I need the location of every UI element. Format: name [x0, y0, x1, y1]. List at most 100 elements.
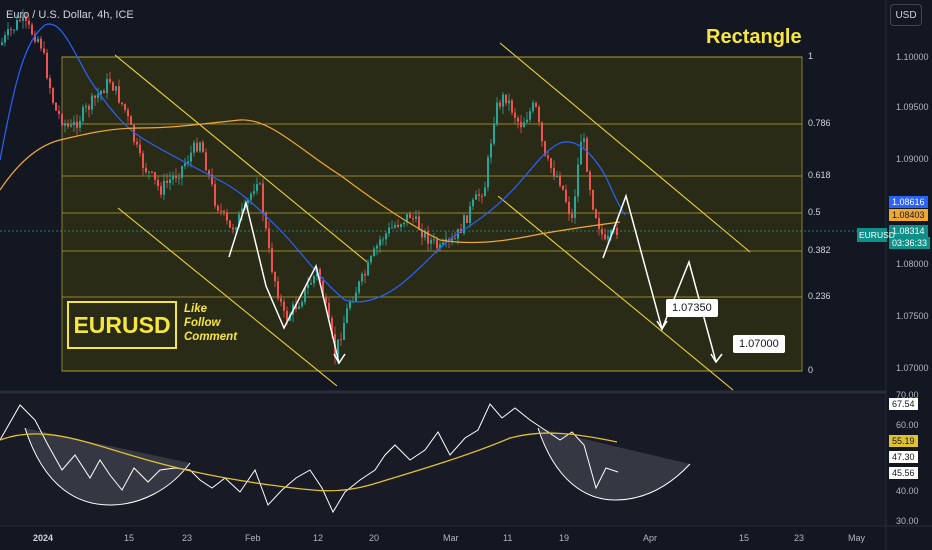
price-tick: 1.07500 — [896, 311, 929, 321]
candle-body — [439, 244, 441, 249]
candle-body — [406, 213, 408, 223]
time-tick: 15 — [739, 533, 750, 543]
candle-body — [472, 199, 474, 207]
candle-body — [346, 308, 348, 323]
candle-body — [49, 78, 51, 89]
candle-body — [385, 233, 387, 240]
candle-body — [280, 298, 282, 302]
rsi-arc-right — [538, 428, 690, 500]
candle-body — [430, 239, 432, 244]
candle-body — [19, 20, 21, 22]
candle-body — [169, 179, 171, 183]
candle-body — [139, 144, 141, 154]
candle-body — [25, 16, 27, 21]
candle-body — [226, 212, 228, 221]
candle-body — [136, 141, 138, 145]
candle-body — [274, 272, 276, 282]
price-tick: 1.10000 — [896, 52, 929, 62]
candle-body — [595, 209, 597, 219]
candle-body — [499, 102, 501, 107]
rsi-grey-tag: 47.30 — [889, 451, 918, 463]
candle-body — [481, 195, 483, 197]
candle-body — [493, 124, 495, 144]
candle-body — [22, 16, 24, 21]
candle-body — [328, 303, 330, 319]
candle-body — [307, 284, 309, 289]
candle-body — [367, 262, 369, 276]
candle-body — [586, 138, 588, 172]
candle-body — [64, 123, 66, 126]
candle-body — [310, 283, 312, 285]
currency-button[interactable]: USD — [890, 4, 922, 26]
candlesticks — [1, 9, 618, 365]
candle-body — [160, 186, 162, 195]
fib-label-0618: 0.618 — [808, 170, 831, 180]
candle-body — [85, 106, 87, 108]
candle-body — [442, 242, 444, 245]
candle-body — [283, 301, 285, 311]
candle-body — [193, 142, 195, 153]
like-label: Like — [184, 303, 208, 315]
rsi-white-tag: 67.54 — [889, 398, 918, 410]
candle-body — [541, 122, 543, 142]
candle-body — [214, 184, 216, 206]
candle-body — [538, 106, 540, 123]
candle-body — [79, 120, 81, 128]
candle-body — [127, 109, 129, 117]
candle-body — [46, 52, 48, 79]
candle-body — [355, 292, 357, 302]
candle-body — [376, 245, 378, 249]
candle-body — [55, 102, 57, 111]
candle-body — [607, 235, 609, 240]
time-tick: 19 — [559, 533, 570, 543]
candle-body — [544, 141, 546, 156]
candle-body — [358, 281, 360, 293]
candle-body — [400, 224, 402, 227]
candle-body — [331, 318, 333, 335]
candle-body — [598, 218, 600, 230]
candle-body — [181, 166, 183, 178]
candle-body — [184, 163, 186, 167]
candle-body — [94, 95, 96, 98]
candle-body — [112, 82, 114, 91]
candle-body — [82, 107, 84, 121]
price-tick: 1.09500 — [896, 102, 929, 112]
candle-body — [454, 238, 456, 240]
candle-body — [517, 117, 519, 122]
time-tick: 23 — [794, 533, 805, 543]
rsi-line — [0, 403, 619, 514]
candle-body — [298, 306, 300, 309]
candle-body — [106, 78, 108, 94]
rsi-arc-left — [24, 427, 191, 506]
candle-body — [535, 102, 537, 107]
candle-body — [67, 123, 69, 127]
candle-body — [502, 94, 504, 107]
candle-body — [157, 179, 159, 187]
time-tick: 20 — [369, 533, 380, 543]
candle-body — [568, 201, 570, 215]
candle-body — [70, 125, 72, 127]
fib-label-05: 0.5 — [808, 207, 821, 217]
time-tick: Mar — [443, 533, 459, 543]
candle-body — [382, 239, 384, 241]
candle-body — [451, 238, 453, 241]
candle-body — [556, 176, 558, 178]
candle-body — [415, 216, 417, 219]
time-tick: Apr — [643, 533, 658, 543]
candle-body — [466, 215, 468, 223]
symbol-header[interactable]: Euro / U.S. Dollar, 4h, ICE — [6, 9, 134, 21]
candle-body — [88, 106, 90, 110]
candle-body — [265, 213, 267, 229]
candle-body — [256, 183, 258, 192]
candle-body — [58, 110, 60, 115]
candle-body — [172, 175, 174, 180]
candle-body — [490, 143, 492, 158]
candle-body — [373, 248, 375, 257]
candle-body — [109, 78, 111, 83]
candle-body — [43, 48, 45, 53]
candle-body — [532, 102, 534, 112]
candle-body — [208, 170, 210, 175]
candle-body — [145, 167, 147, 173]
candle-body — [250, 193, 252, 200]
